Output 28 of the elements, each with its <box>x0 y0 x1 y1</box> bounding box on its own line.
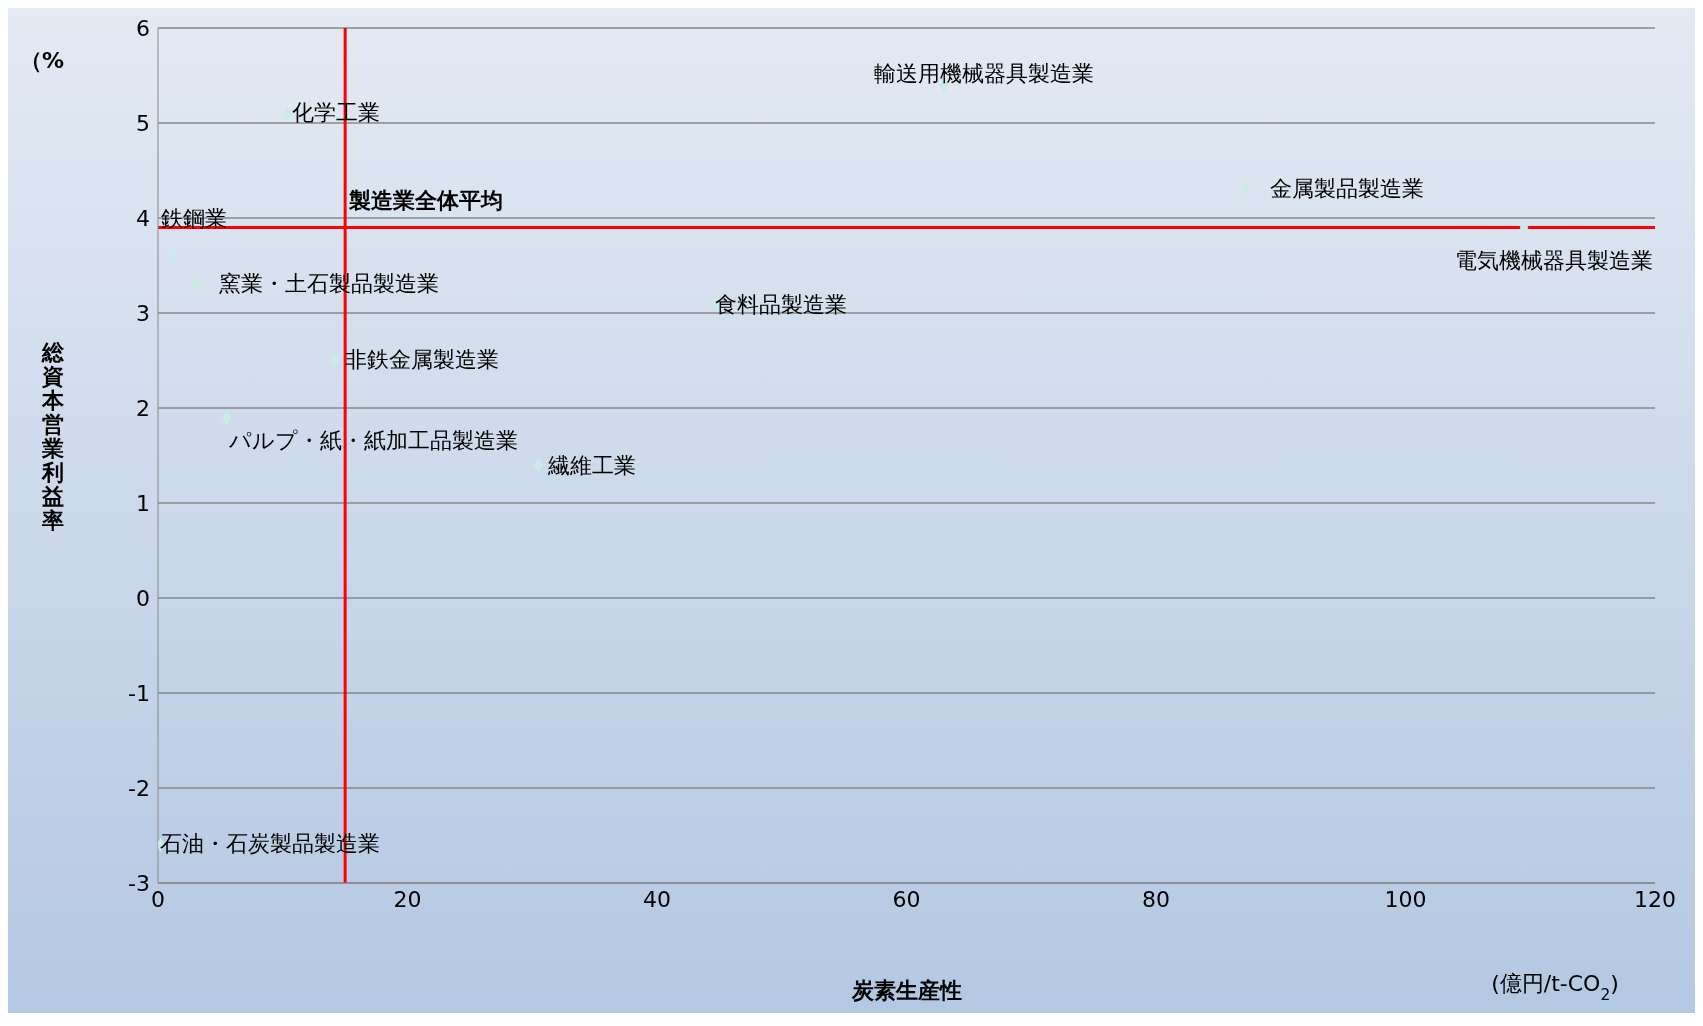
x-tick-label: 40 <box>643 886 671 912</box>
annotation: 鉄鋼業 <box>160 206 227 231</box>
x-axis-title: 炭素生産性 <box>850 978 962 1003</box>
annotation: 食料品製造業 <box>714 291 847 317</box>
y-tick-label: -3 <box>128 870 150 896</box>
annotation: 金属製品製造業 <box>1269 175 1424 201</box>
y-tick-label: 3 <box>136 300 150 326</box>
annotation: パルプ・紙・紙加工品製造業 <box>227 427 518 453</box>
y-tick-label: 5 <box>136 110 150 136</box>
x-tick-label: 120 <box>1634 886 1676 912</box>
y-tick-label: -1 <box>128 680 150 706</box>
x-tick-label: 80 <box>1142 886 1170 912</box>
text: （% <box>20 48 65 73</box>
x-tick-label: 60 <box>892 886 921 912</box>
text: (億円/t-CO$_{2}$) <box>1491 971 1619 1004</box>
annotation: 電気機械器具製造業 <box>1455 247 1654 273</box>
y-axis-title: 総資本営業利益率 <box>41 339 65 533</box>
y-tick-label: 2 <box>136 395 150 421</box>
y-tick-label: 1 <box>136 490 150 516</box>
x-tick-label: 20 <box>393 886 422 912</box>
x-tick-label: 100 <box>1384 886 1427 912</box>
y-tick-label: 0 <box>136 585 150 611</box>
y-tick-label: 4 <box>136 205 150 231</box>
annotation: 繊維工業 <box>547 453 637 478</box>
y-tick-label: 6 <box>136 15 150 41</box>
annotation: 製造業全体平均 <box>348 187 504 213</box>
annotation: 輸送用機械器具製造業 <box>873 61 1094 86</box>
y-tick-label: -2 <box>128 775 150 801</box>
